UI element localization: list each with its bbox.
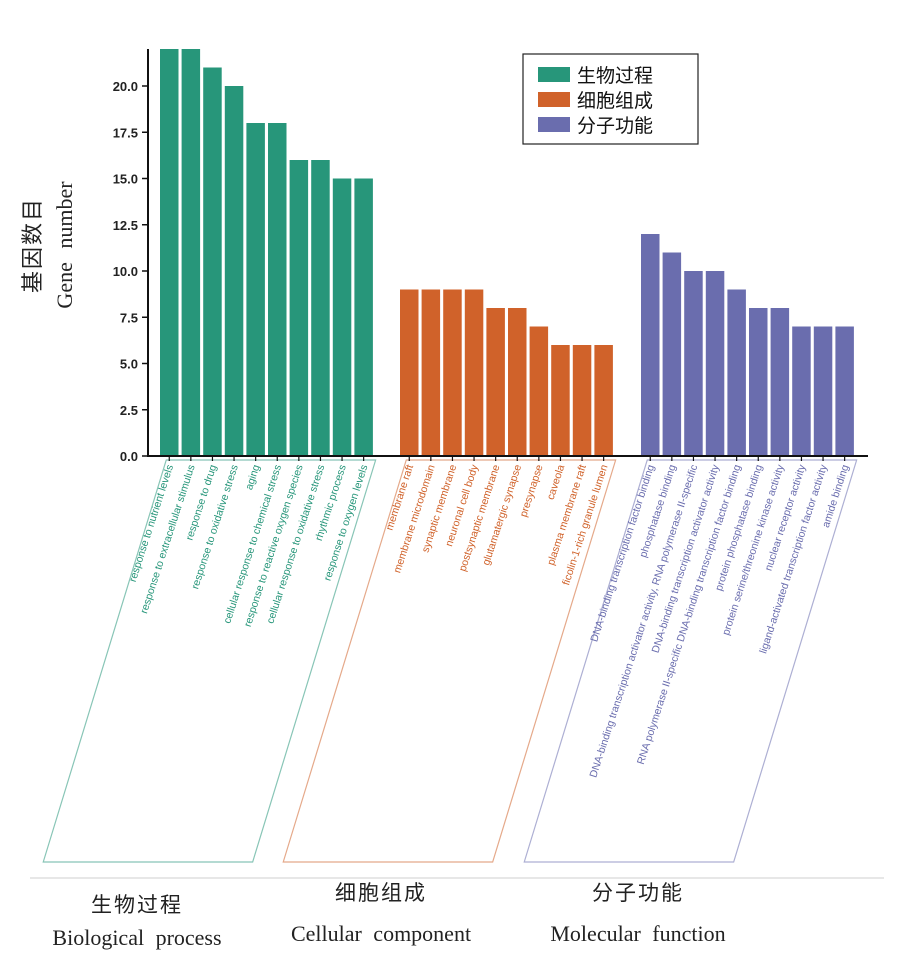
bar xyxy=(246,123,265,456)
legend-swatch-bp xyxy=(538,67,570,82)
bar xyxy=(311,160,330,456)
legend-swatch-mf xyxy=(538,117,570,132)
group-frame xyxy=(282,459,617,863)
bar xyxy=(572,345,592,456)
y-tick-label: 2.5 xyxy=(120,403,138,418)
bar xyxy=(792,326,811,456)
bar xyxy=(749,308,768,456)
group-frame xyxy=(42,459,377,863)
category-label: aging xyxy=(243,463,262,491)
y-axis-title-cn: 基因数目 xyxy=(21,197,46,293)
bar xyxy=(400,289,419,456)
bar xyxy=(224,86,244,456)
bar xyxy=(813,326,833,456)
legend-swatch-cc xyxy=(538,92,570,107)
y-tick-label: 7.5 xyxy=(120,310,138,325)
bars xyxy=(160,49,854,456)
y-tick-label: 12.5 xyxy=(113,218,138,233)
group-title-bp-en: Biological process xyxy=(52,925,221,950)
group-title-mf-en: Molecular function xyxy=(550,921,725,946)
y-axis-title: 基因数目 Gene number xyxy=(21,181,77,309)
y-tick-label: 20.0 xyxy=(113,79,138,94)
bar xyxy=(443,289,462,456)
category-label: caveola xyxy=(545,463,568,501)
group-title-bp-cn: 生物过程 xyxy=(91,893,183,917)
y-tick-label: 0.0 xyxy=(120,449,138,464)
bar xyxy=(421,289,441,456)
y-tick-label: 5.0 xyxy=(120,357,138,372)
group-title-mf-cn: 分子功能 xyxy=(592,881,684,905)
bar xyxy=(705,271,725,456)
y-tick-label: 15.0 xyxy=(113,172,138,187)
bar xyxy=(203,67,222,456)
bar xyxy=(289,160,309,456)
group-titles: 生物过程 Biological process 细胞组成 Cellular co… xyxy=(52,881,725,950)
group-title-cc-en: Cellular component xyxy=(291,921,471,946)
bar xyxy=(684,271,703,456)
legend-label-mf: 分子功能 xyxy=(577,115,653,137)
legend-label-bp: 生物过程 xyxy=(577,65,653,87)
bar xyxy=(508,308,527,456)
bar xyxy=(181,49,201,456)
group-frame xyxy=(523,459,858,863)
bar xyxy=(594,345,613,456)
legend: 生物过程 细胞组成 分子功能 xyxy=(522,53,699,145)
legend-label-cc: 细胞组成 xyxy=(577,90,653,112)
group-frames xyxy=(42,459,858,863)
bar xyxy=(662,252,682,456)
bar xyxy=(529,326,549,456)
bar xyxy=(770,308,790,456)
bar xyxy=(486,308,505,456)
y-tick-label: 10.0 xyxy=(113,264,138,279)
y-axis: 0.0 2.5 5.0 7.5 10.0 12.5 15.0 17.5 20.0 xyxy=(113,49,149,464)
bar xyxy=(727,289,746,456)
bar xyxy=(160,49,179,456)
bar xyxy=(332,178,352,456)
x-axis xyxy=(148,455,868,461)
y-axis-title-en: Gene number xyxy=(52,181,77,309)
bar xyxy=(641,234,660,456)
group-title-cc-cn: 细胞组成 xyxy=(335,881,427,905)
y-tick-label: 17.5 xyxy=(113,125,138,140)
bar xyxy=(268,123,287,456)
bar xyxy=(354,178,373,456)
bar xyxy=(551,345,570,456)
bar xyxy=(464,289,484,456)
bar xyxy=(835,326,854,456)
